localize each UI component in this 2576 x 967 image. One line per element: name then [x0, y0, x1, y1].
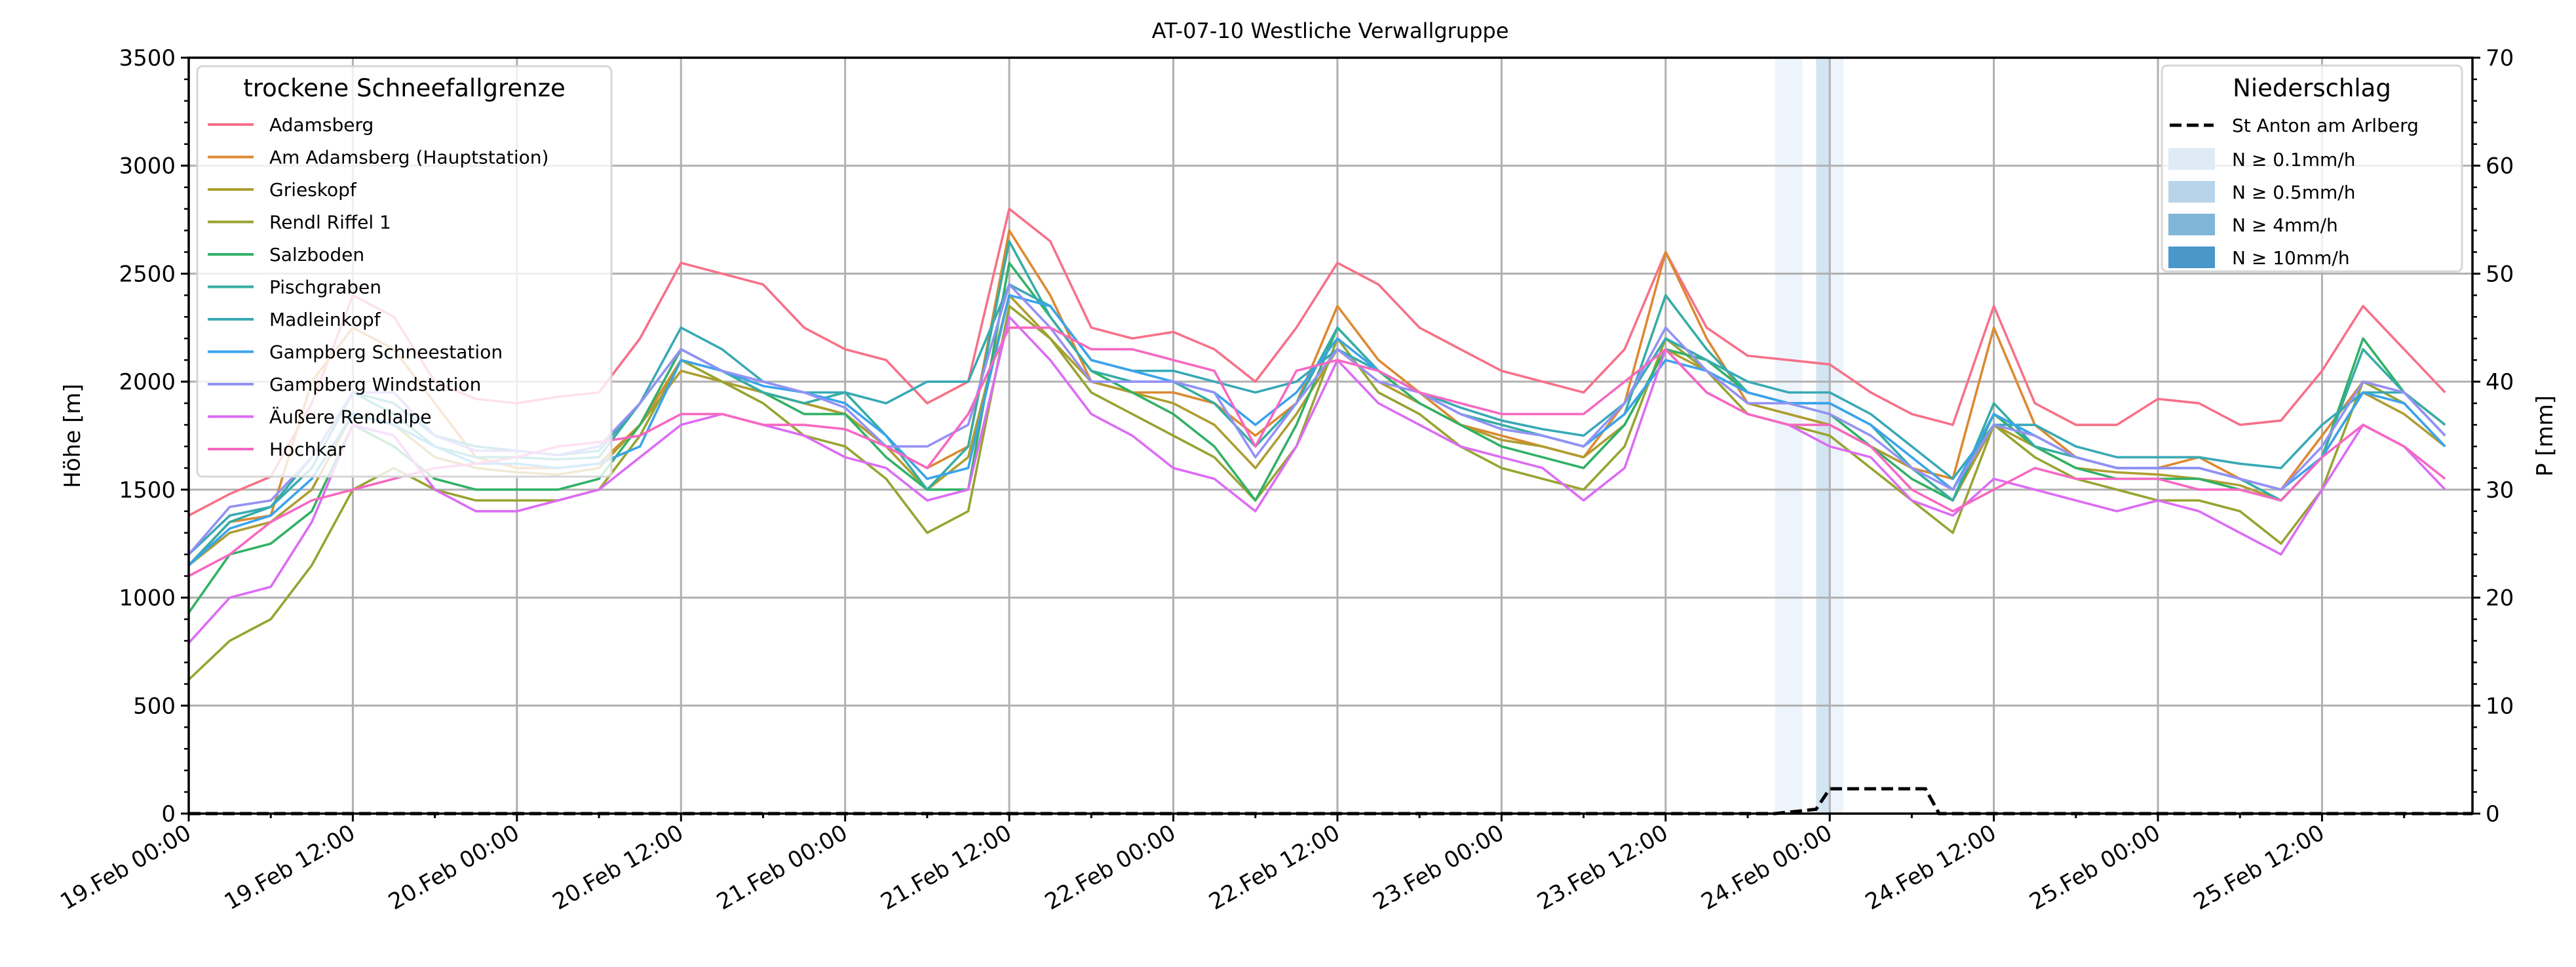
x-tick-label: 19.Feb 00:00: [56, 819, 195, 915]
y-axis-label: Höhe [m]: [60, 384, 86, 488]
x-tick-label: 21.Feb 12:00: [876, 819, 1016, 915]
precip-legend-title: Niederschlag: [2233, 74, 2391, 102]
legend-label: Rendl Riffel 1: [269, 212, 391, 233]
y-tick-label: 500: [133, 693, 176, 719]
legend-label: N ≥ 10mm/h: [2232, 247, 2350, 269]
precip-intensity-spans: [1775, 58, 1844, 814]
x-tick-label: 25.Feb 00:00: [2025, 819, 2164, 915]
y2-tick-label: 40: [2486, 369, 2514, 395]
x-tick-label: 23.Feb 12:00: [1533, 819, 1672, 915]
precip-intensity-span: [1816, 58, 1830, 814]
precip-intensity-span: [1830, 58, 1844, 814]
plot-frame: [187, 56, 2474, 815]
x-tick-label: 22.Feb 00:00: [1041, 819, 1180, 915]
y2-tick-label: 70: [2486, 45, 2514, 71]
legend-label: Gampberg Schneestation: [269, 342, 503, 363]
legend-label: Äußere Rendlalpe: [269, 406, 431, 428]
legend-title: trockene Schneefallgrenze: [243, 74, 566, 102]
y2-axis-label: P [mm]: [2532, 395, 2558, 477]
y2-tick-label: 0: [2486, 801, 2500, 827]
y-tick-label: 3000: [119, 153, 176, 180]
legend-precipitation: Niederschlag St Anton am Arlberg N ≥ 0.1m…: [2161, 64, 2463, 273]
legend-label: N ≥ 0.5mm/h: [2232, 182, 2355, 203]
legend-label: Grieskopf: [269, 179, 357, 201]
legend-swatch-intensity: [2168, 247, 2215, 268]
y2-tick-label: 50: [2486, 261, 2514, 287]
y-tick-label: 1000: [119, 585, 176, 612]
x-tick-label: 19.Feb 12:00: [220, 819, 360, 915]
legend-label: Madleinkopf: [269, 309, 381, 330]
x-tick-label: 21.Feb 00:00: [712, 819, 852, 915]
y-tick-label: 2000: [119, 369, 176, 395]
x-tick-label: 20.Feb 00:00: [384, 819, 524, 915]
legend-label: N ≥ 0.1mm/h: [2232, 149, 2355, 170]
x-tick-label: 23.Feb 00:00: [1369, 819, 1509, 915]
x-tick-label: 24.Feb 00:00: [1697, 819, 1837, 915]
y-tick-label: 3500: [119, 45, 176, 71]
legend-label: Pischgraben: [269, 277, 381, 298]
y2-tick-label: 20: [2486, 585, 2514, 612]
legend-stations: trockene Schneefallgrenze Adamsberg Am Ad…: [196, 65, 613, 478]
legend-label: Adamsberg: [269, 114, 374, 136]
y2-tick-label: 30: [2486, 477, 2514, 503]
legend-swatch-intensity: [2168, 148, 2215, 170]
legend-swatch-intensity: [2168, 181, 2215, 203]
y-tick-label: 2500: [119, 261, 176, 287]
y2-tick-label: 10: [2486, 693, 2514, 719]
y-tick-label: 1500: [119, 477, 176, 503]
legend-label: N ≥ 4mm/h: [2232, 214, 2338, 236]
chart-title: AT-07-10 Westliche Verwallgruppe: [1152, 18, 1509, 43]
legend-swatch-intensity: [2168, 214, 2215, 235]
legend-label: St Anton am Arlberg: [2232, 115, 2419, 136]
x-tick-label: 25.Feb 12:00: [2189, 819, 2329, 915]
y2-tick-label: 60: [2486, 153, 2514, 180]
legend-label: Gampberg Windstation: [269, 374, 481, 395]
x-tick-label: 22.Feb 12:00: [1204, 819, 1344, 915]
x-tick-label: 24.Feb 12:00: [1861, 819, 2001, 915]
precip-line-st-anton: [189, 787, 2472, 816]
x-tick-label: 20.Feb 12:00: [548, 819, 688, 915]
legend-label: Am Adamsberg (Hauptstation): [269, 147, 548, 168]
legend-label: Hochkar: [269, 439, 345, 460]
series-line--u-ere-rendlalpe: [187, 315, 2446, 644]
precip-intensity-span: [1775, 58, 1803, 814]
precip-line-group: [189, 787, 2472, 816]
legend-label: Salzboden: [269, 244, 364, 266]
y-tick-label: 0: [161, 801, 176, 827]
